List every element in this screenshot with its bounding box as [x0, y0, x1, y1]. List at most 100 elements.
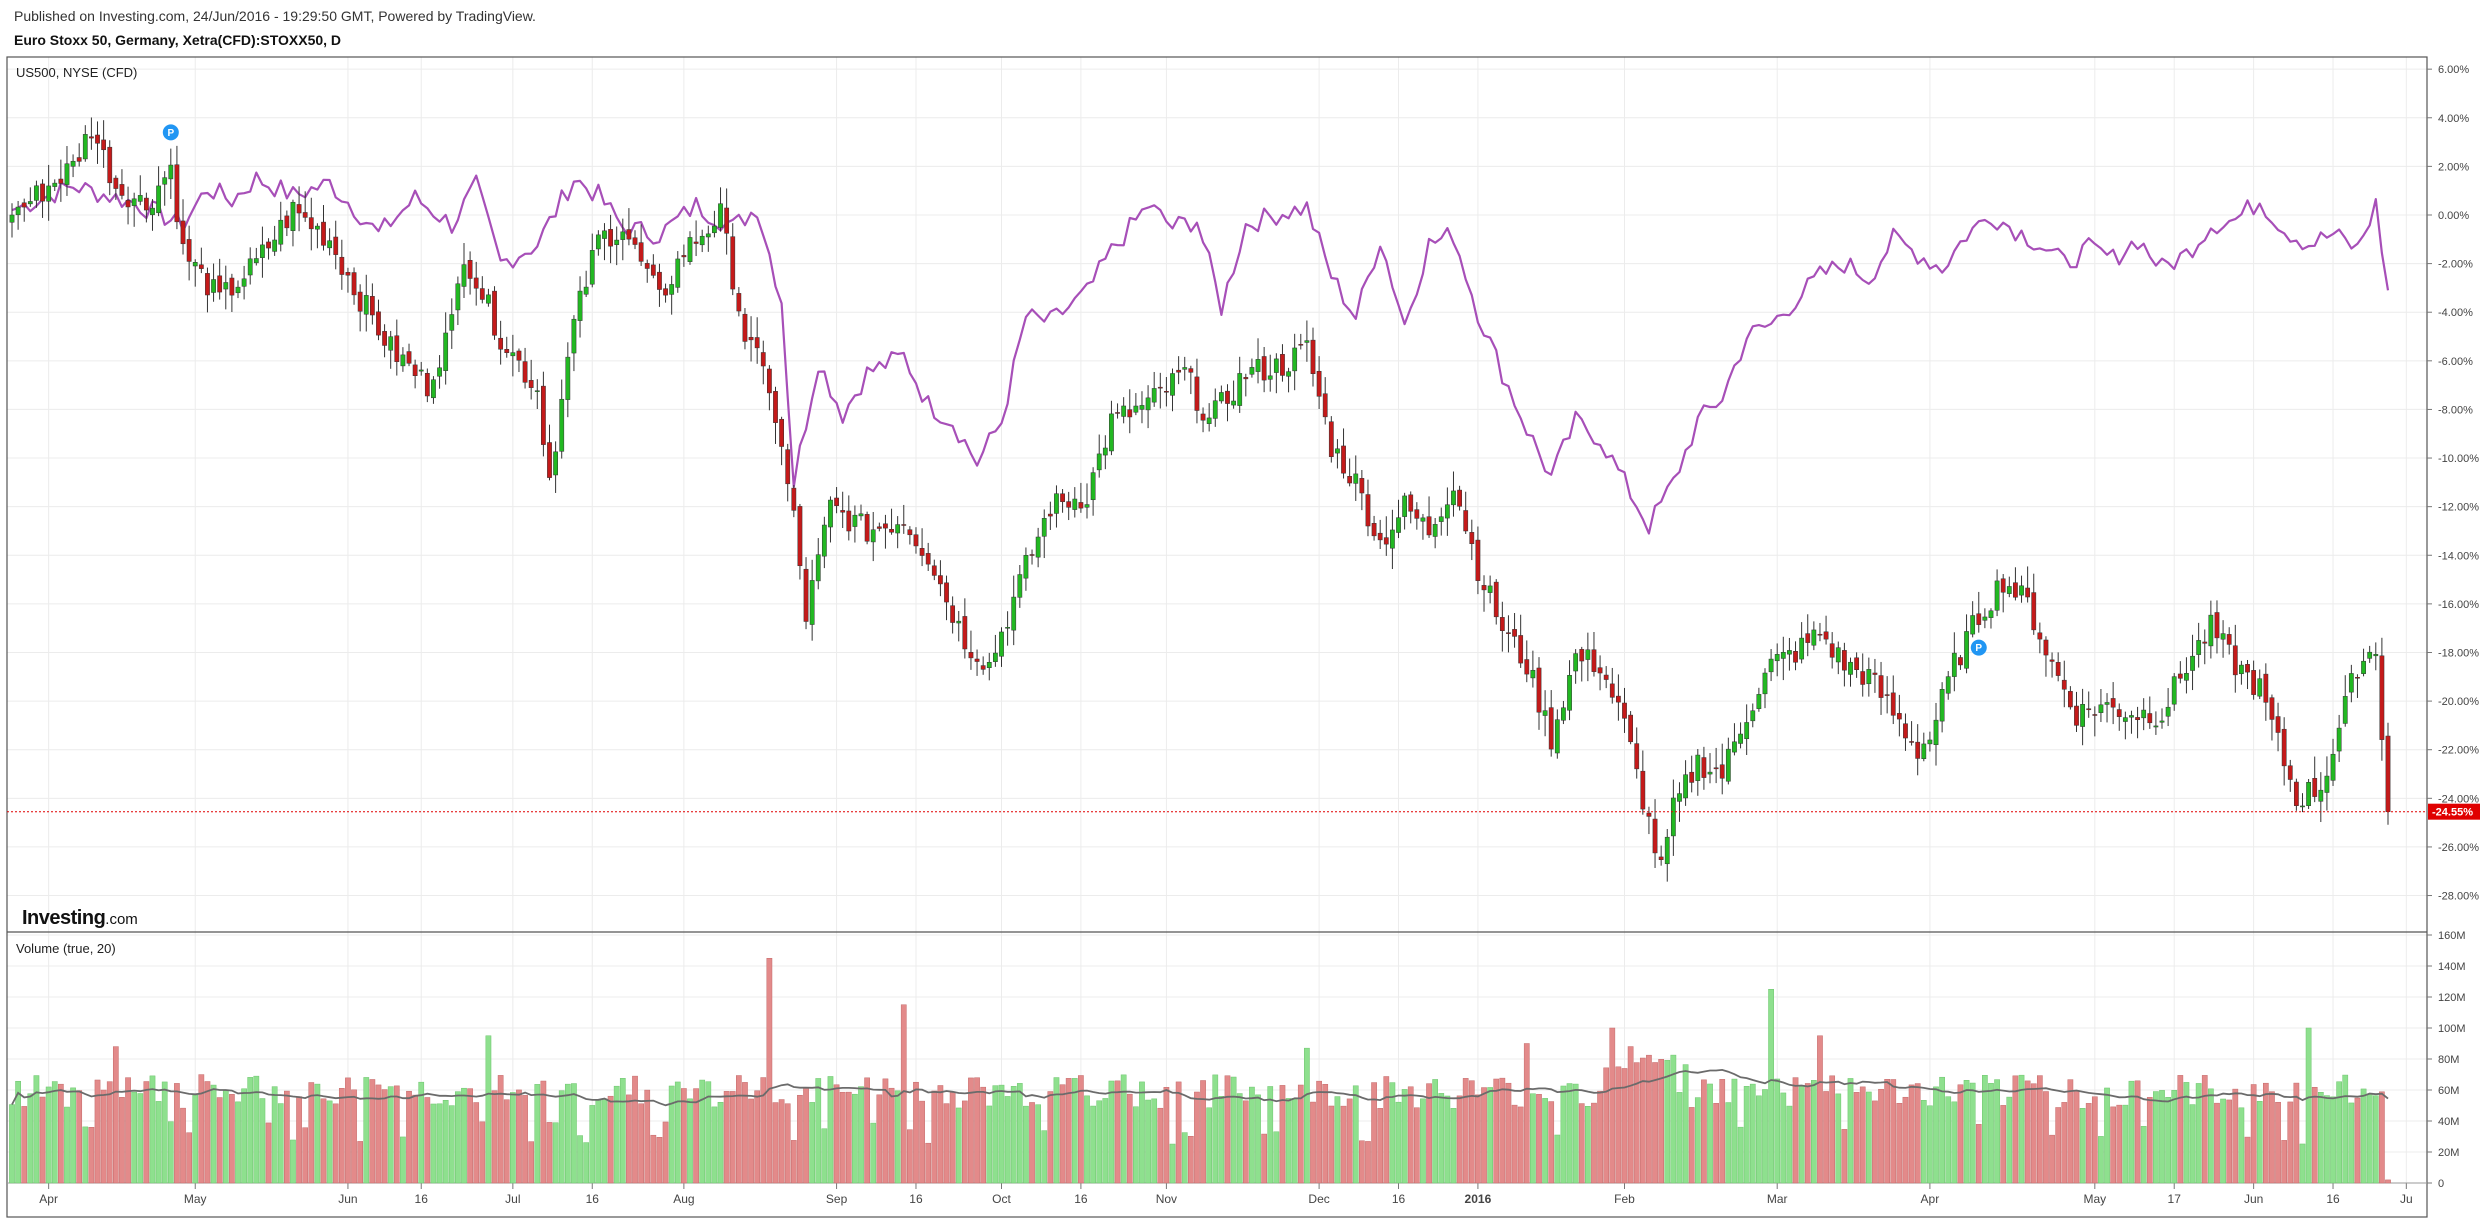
volume-bar: [626, 1094, 632, 1184]
candle-body: [1090, 472, 1096, 501]
candle-body: [675, 258, 681, 288]
candle-body: [2257, 678, 2263, 697]
candle-body: [2135, 717, 2140, 721]
svg-text:Investing.com: Investing.com: [22, 907, 138, 929]
candle-body: [1719, 764, 1725, 779]
volume-bar: [1896, 1103, 1903, 1184]
volume-bar: [1475, 1094, 1481, 1184]
candle-body: [253, 258, 259, 264]
y-tick-label: -4.00%: [2438, 307, 2473, 319]
volume-bar: [1701, 1079, 1707, 1184]
volume-bar: [1768, 989, 1774, 1184]
candle-body: [400, 354, 406, 367]
candle-body: [1390, 529, 1395, 549]
candle-body: [1096, 453, 1102, 471]
volume-bar: [15, 1080, 21, 1184]
volume-bar: [1530, 1093, 1536, 1184]
volume-bar: [931, 1090, 938, 1184]
volume-bar: [2324, 1095, 2330, 1184]
candle-body: [1054, 493, 1059, 514]
volume-bar: [852, 1093, 858, 1184]
candle-body: [1444, 504, 1450, 519]
volume-bar: [1377, 1108, 1384, 1184]
volume-bar: [393, 1085, 400, 1184]
volume-bar: [51, 1081, 58, 1184]
volume-bar: [149, 1075, 156, 1184]
volume-bar: [949, 1091, 956, 1184]
volume-bar: [1047, 1091, 1054, 1184]
volume-bar: [589, 1105, 596, 1184]
candle-body: [2037, 632, 2043, 640]
volume-bar: [1316, 1080, 1322, 1184]
y-tick-label: -2.00%: [2438, 259, 2473, 271]
candle-body: [1280, 354, 1285, 376]
candle-body: [2275, 716, 2281, 733]
candle-body: [2190, 655, 2195, 671]
candle-body: [1341, 445, 1346, 474]
candle-body: [1762, 672, 1768, 695]
candle-body: [1200, 413, 1206, 421]
volume-bar: [2281, 1140, 2288, 1184]
candle-body: [1958, 657, 1963, 666]
candle-body: [1164, 391, 1169, 393]
volume-bar: [290, 1139, 296, 1184]
candle-body: [1304, 340, 1310, 343]
volume-bar: [375, 1084, 382, 1184]
candle-body: [1084, 504, 1090, 508]
candle-body: [876, 526, 882, 529]
volume-bar: [296, 1096, 302, 1184]
candle-body: [321, 221, 326, 246]
candle-body: [699, 235, 705, 246]
candle-body: [712, 225, 717, 234]
candle-body: [620, 231, 626, 240]
candle-body: [1145, 397, 1151, 411]
y-tick-label: 6.00%: [2438, 64, 2469, 76]
candle-body: [2348, 673, 2354, 693]
volume-bar: [82, 1126, 89, 1184]
volume-bar: [1914, 1083, 1921, 1184]
candle-body: [486, 294, 491, 304]
volume-bar: [955, 1107, 962, 1184]
volume-bar: [174, 1083, 180, 1184]
volume-bar: [1468, 1080, 1475, 1184]
candle-body: [2098, 704, 2104, 713]
candle-body: [58, 178, 64, 184]
candle-body: [962, 616, 968, 650]
candle-body: [2239, 664, 2244, 675]
volume-bar: [1560, 1085, 1567, 1184]
volume-bar: [1359, 1140, 1365, 1184]
candle-body: [1383, 537, 1389, 545]
candle-body: [1567, 675, 1572, 711]
candle-body: [156, 185, 161, 214]
candle-body: [1530, 669, 1536, 679]
volume-bar: [1218, 1096, 1225, 1184]
volume-bar: [681, 1088, 687, 1184]
candle-body: [1670, 797, 1676, 837]
candle-body: [302, 212, 308, 218]
volume-bar: [1572, 1083, 1579, 1184]
candle-body: [1542, 710, 1548, 716]
candle-body: [528, 380, 534, 388]
volume-bar: [1041, 1130, 1048, 1184]
candle-body: [40, 183, 45, 202]
volume-bar: [1224, 1075, 1231, 1184]
volume-bar: [803, 1087, 809, 1184]
volume-bar: [1249, 1086, 1255, 1184]
y-tick-label: 20M: [2438, 1147, 2459, 1159]
candle-body: [1066, 501, 1072, 508]
volume-bar: [424, 1097, 431, 1184]
volume-bar: [1694, 1097, 1701, 1184]
volume-bar: [894, 1090, 901, 1184]
candle-body: [2074, 705, 2079, 726]
volume-bar: [870, 1122, 877, 1184]
candle-body: [1432, 524, 1438, 537]
candle-body: [150, 207, 155, 216]
candle-body: [931, 565, 937, 576]
candle-body: [229, 277, 235, 296]
x-tick-label: Mar: [1767, 1192, 1788, 1206]
volume-bar: [1933, 1086, 1939, 1184]
candle-body: [1273, 358, 1279, 373]
x-tick-label: Jun: [2244, 1192, 2263, 1206]
volume-bar: [2379, 1091, 2385, 1184]
